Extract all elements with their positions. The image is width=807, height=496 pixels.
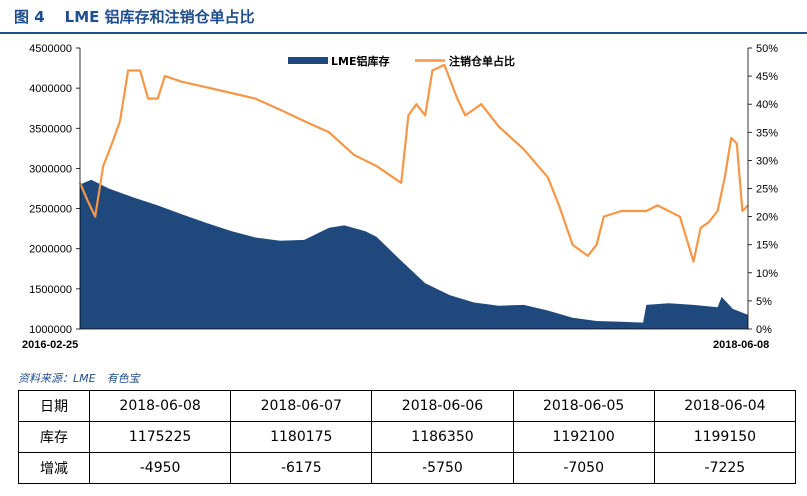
right-axis: 0% 5% 10% 15% 20% 25% 30% 35% 40% 45% 50% bbox=[748, 43, 778, 336]
source-note: 资料来源：LME 有色宝 bbox=[18, 372, 140, 385]
table-row: 增减 -4950 -6175 -5750 -7050 -7225 bbox=[18, 452, 797, 484]
right-axis-tick-label: 45% bbox=[756, 71, 778, 83]
right-axis-tick-label: 15% bbox=[756, 240, 778, 252]
table-cell: -7225 bbox=[653, 452, 797, 484]
right-axis-tick-label: 0% bbox=[756, 324, 772, 336]
right-axis-tick-label: 20% bbox=[756, 212, 778, 224]
right-axis-tick-label: 50% bbox=[756, 43, 778, 55]
row-header: 库存 bbox=[18, 421, 90, 453]
table-cell: 1199150 bbox=[653, 421, 797, 453]
right-axis-tick-label: 30% bbox=[756, 155, 778, 167]
left-axis: 1000000 1500000 2000000 2500000 3000000 35000… bbox=[29, 43, 80, 336]
ratio-line-series bbox=[78, 63, 749, 263]
stock-area-series bbox=[80, 179, 748, 329]
figure-number: 图 4 bbox=[14, 8, 45, 26]
figure-caption: LME 铝库存和注销仓单占比 bbox=[64, 8, 255, 26]
legend: LME铝库存 注销仓单占比 bbox=[288, 54, 515, 68]
table-cell: -6175 bbox=[230, 452, 373, 484]
table-row: 库存 1175225 1180175 1186350 1192100 11991… bbox=[18, 421, 797, 453]
left-axis-tick-label: 1000000 bbox=[29, 324, 72, 336]
table-cell: 2018-06-08 bbox=[88, 390, 232, 422]
table-cell: 1175225 bbox=[88, 421, 232, 453]
left-axis-tick-label: 4500000 bbox=[29, 43, 72, 55]
table-cell: -7050 bbox=[512, 452, 655, 484]
table-cell: 1186350 bbox=[371, 421, 514, 453]
right-axis-tick-label: 5% bbox=[756, 296, 772, 308]
x-axis-start-label: 2016-02-25 bbox=[22, 339, 78, 351]
table-cell: -4950 bbox=[88, 452, 232, 484]
left-axis-tick-label: 2500000 bbox=[29, 204, 72, 216]
left-axis-tick-label: 4000000 bbox=[29, 83, 72, 95]
x-axis-end-label: 2018-06-08 bbox=[713, 339, 769, 351]
table-cell: 2018-06-04 bbox=[653, 390, 797, 422]
table-cell: 2018-06-06 bbox=[371, 390, 514, 422]
table-cell: 2018-06-07 bbox=[230, 390, 373, 422]
right-axis-tick-label: 25% bbox=[756, 184, 778, 196]
left-axis-tick-label: 2000000 bbox=[29, 244, 72, 256]
figure-title: 图 4 LME 铝库存和注销仓单占比 bbox=[14, 6, 255, 27]
plot-area bbox=[78, 63, 749, 329]
table-cell: 1192100 bbox=[512, 421, 655, 453]
inventory-table: 日期 2018-06-08 2018-06-07 2018-06-06 2018… bbox=[18, 390, 797, 484]
right-axis-tick-label: 35% bbox=[756, 127, 778, 139]
row-header: 增减 bbox=[18, 452, 90, 484]
right-axis-tick-label: 10% bbox=[756, 268, 778, 280]
left-axis-tick-label: 3000000 bbox=[29, 163, 72, 175]
legend-stock-swatch bbox=[288, 57, 328, 64]
row-header: 日期 bbox=[18, 390, 90, 422]
table-row: 日期 2018-06-08 2018-06-07 2018-06-06 2018… bbox=[18, 390, 797, 422]
table-cell: 2018-06-05 bbox=[512, 390, 655, 422]
stock-ratio-chart: 1000000 1500000 2000000 2500000 3000000 35000… bbox=[22, 43, 778, 351]
table-cell: -5750 bbox=[371, 452, 514, 484]
left-axis-tick-label: 3500000 bbox=[29, 123, 72, 135]
title-divider bbox=[0, 32, 807, 34]
right-axis-tick-label: 40% bbox=[756, 99, 778, 111]
left-axis-tick-label: 1500000 bbox=[29, 284, 72, 296]
legend-stock-label: LME铝库存 bbox=[331, 54, 389, 68]
table-cell: 1180175 bbox=[230, 421, 373, 453]
legend-ratio-label: 注销仓单占比 bbox=[449, 54, 515, 68]
